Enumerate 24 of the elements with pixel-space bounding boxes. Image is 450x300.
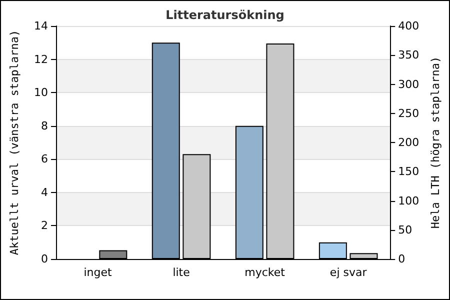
y-tick-label: 4 <box>41 186 48 199</box>
y2-axis-title: Hela LTH (högra staplarna) <box>429 56 442 229</box>
y2-tick-label: 350 <box>398 48 420 62</box>
x-tick-label: inget <box>84 266 112 279</box>
y2-tick-label: 250 <box>398 106 420 120</box>
y2-tick-label: 100 <box>398 194 420 208</box>
y2-tick-label: 50 <box>398 223 412 236</box>
y2-tick-label: 300 <box>398 78 420 91</box>
y-tick-label: 10 <box>34 86 48 100</box>
y-tick-label: 14 <box>34 20 48 32</box>
y2-tick-label: 150 <box>398 165 420 178</box>
y-tick-label: 8 <box>41 119 48 132</box>
y2-tick-label: 400 <box>398 20 420 32</box>
y2-tick-label: 0 <box>398 252 406 266</box>
x-tick-label: ej svar <box>330 266 368 279</box>
x-tick-label: lite <box>172 266 190 279</box>
chart-title: Litteratursökning <box>166 8 284 22</box>
y-tick-label: 6 <box>41 152 48 166</box>
y2-tick-label: 200 <box>398 136 420 149</box>
x-tick-label: mycket <box>244 266 286 279</box>
y-tick-label: 12 <box>34 52 48 66</box>
y-tick-label: 2 <box>41 219 48 232</box>
y-axis-title: Aktuellt urval (vänstra staplarna) <box>8 30 21 256</box>
y-tick-label: 0 <box>41 252 48 266</box>
